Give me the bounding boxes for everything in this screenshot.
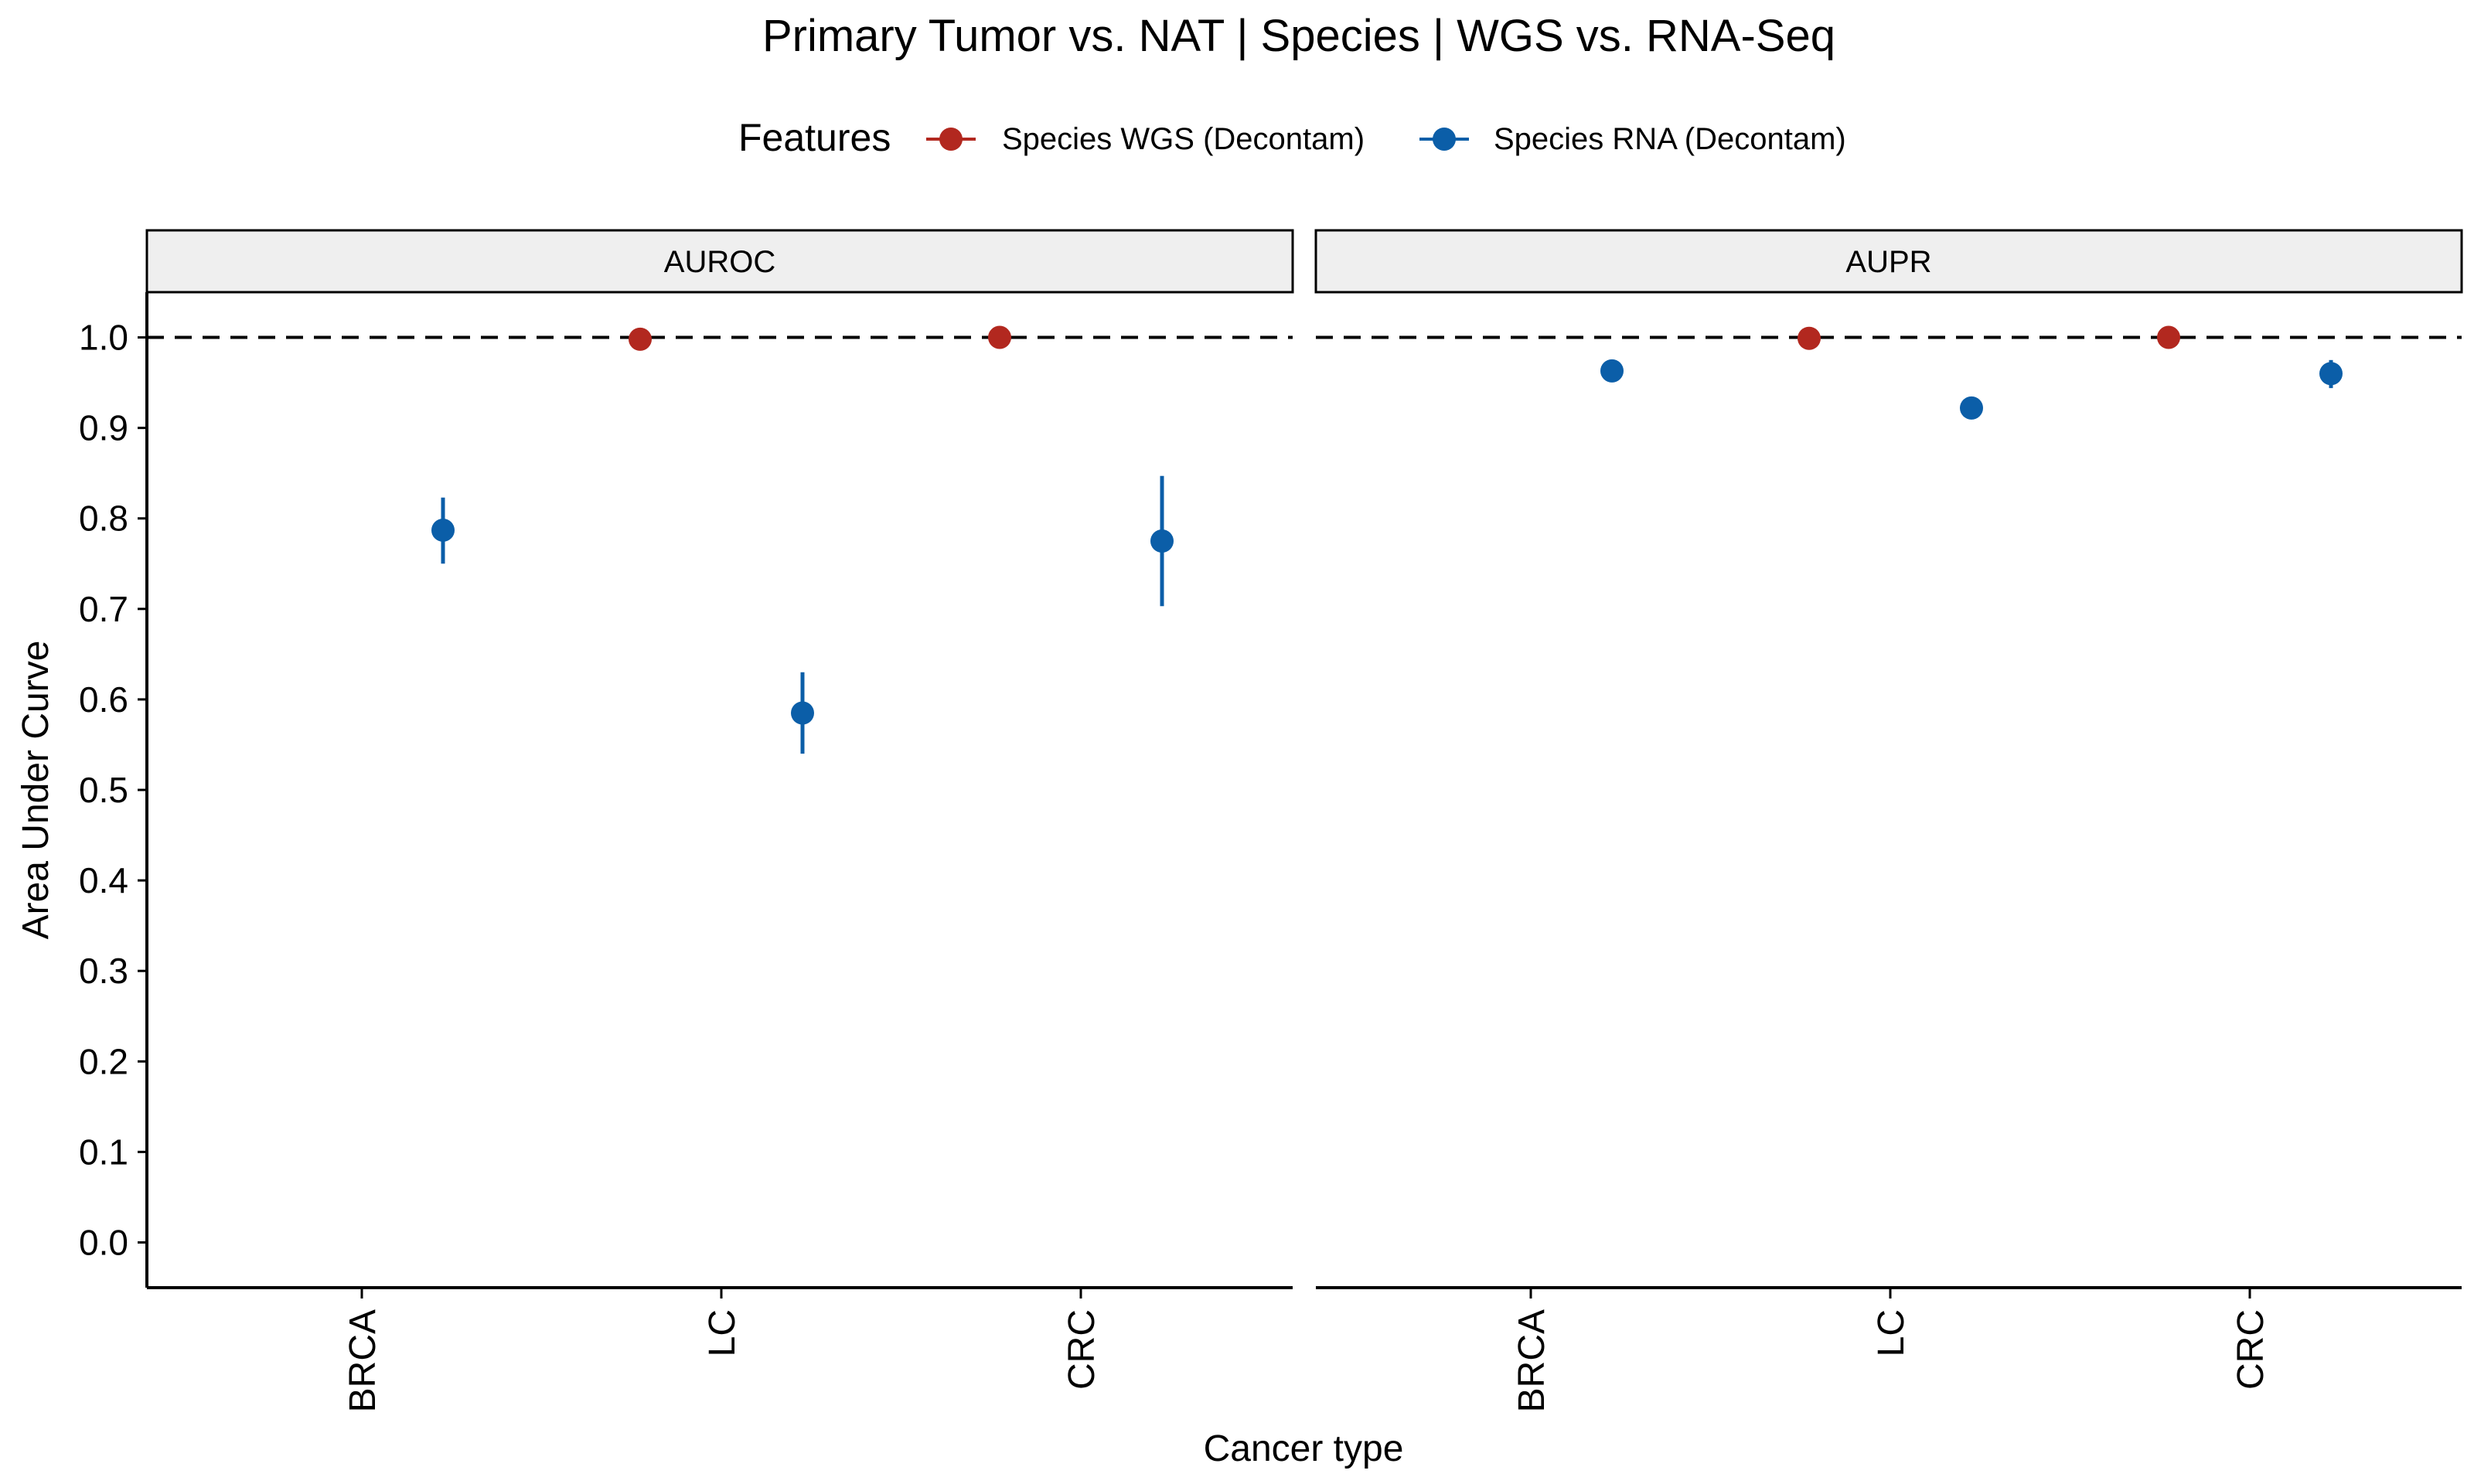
panel-auroc: AUROC 0.0 0.1 0.2 0.3 0.4 0.5 0.6 0.7 0.8 0.9 1.0 BR…	[79, 229, 1294, 1412]
point-rna-brca-aupr	[1600, 359, 1624, 383]
x-tick-label-brca: BRCA	[1511, 1309, 1552, 1412]
point-wgs-lc-aupr	[1798, 326, 1821, 350]
y-tick-label: 0.4	[79, 860, 128, 900]
legend-key-marker-rna	[1433, 128, 1456, 151]
y-tick-label: 0.2	[79, 1041, 128, 1081]
legend-key-marker-wgs	[939, 128, 963, 151]
x-tick-label-brca: BRCA	[342, 1309, 383, 1412]
x-tick-label-lc: LC	[1871, 1309, 1912, 1356]
y-tick-label: 1.0	[79, 318, 128, 358]
strip-label-auroc: AUROC	[664, 245, 775, 279]
legend: Features Species WGS (Decontam) Species …	[738, 116, 1846, 159]
y-tick-label: 0.9	[79, 408, 128, 448]
y-tick-label: 0.3	[79, 951, 128, 991]
y-axis-label: Area Under Curve	[15, 641, 56, 940]
y-tick-label: 0.5	[79, 770, 128, 810]
y-tick-label: 0.7	[79, 589, 128, 629]
legend-label-rna: Species RNA (Decontam)	[1494, 122, 1846, 156]
x-tick-label-lc: LC	[702, 1309, 743, 1356]
x-tick-label-crc: CRC	[1062, 1309, 1102, 1390]
point-rna-crc-aupr	[2319, 362, 2343, 386]
legend-title: Features	[738, 116, 891, 159]
point-wgs-crc-auroc	[988, 325, 1011, 349]
point-rna-lc-aupr	[1960, 396, 1983, 420]
point-wgs-crc-aupr	[2157, 325, 2180, 349]
strip-auroc	[145, 229, 1294, 294]
y-tick-label: 0.0	[79, 1222, 128, 1262]
strip-label-aupr: AUPR	[1845, 245, 1931, 279]
point-rna-brca-auroc	[431, 518, 455, 542]
y-tick-label: 0.6	[79, 679, 128, 720]
legend-label-wgs: Species WGS (Decontam)	[1002, 122, 1365, 156]
x-tick-label-crc: CRC	[2230, 1309, 2271, 1390]
legend-item-wgs: Species WGS (Decontam)	[926, 122, 1365, 156]
y-tick-label: 0.8	[79, 499, 128, 539]
point-rna-crc-auroc	[1150, 529, 1174, 553]
y-tick-label: 0.1	[79, 1132, 128, 1172]
x-axis-label: Cancer type	[1204, 1428, 1404, 1469]
point-wgs-lc-auroc	[629, 327, 652, 351]
legend-item-rna: Species RNA (Decontam)	[1419, 122, 1846, 156]
strip-aupr	[1314, 229, 2463, 294]
point-rna-lc-auroc	[791, 701, 814, 725]
panels: AUROC 0.0 0.1 0.2 0.3 0.4 0.5 0.6 0.7 0.8 0.9 1.0 BR…	[79, 229, 2463, 1412]
chart-title: Primary Tumor vs. NAT | Species | WGS vs…	[762, 11, 1835, 61]
panel-aupr: AUPR BRCA LC CRC	[1314, 229, 2463, 1412]
